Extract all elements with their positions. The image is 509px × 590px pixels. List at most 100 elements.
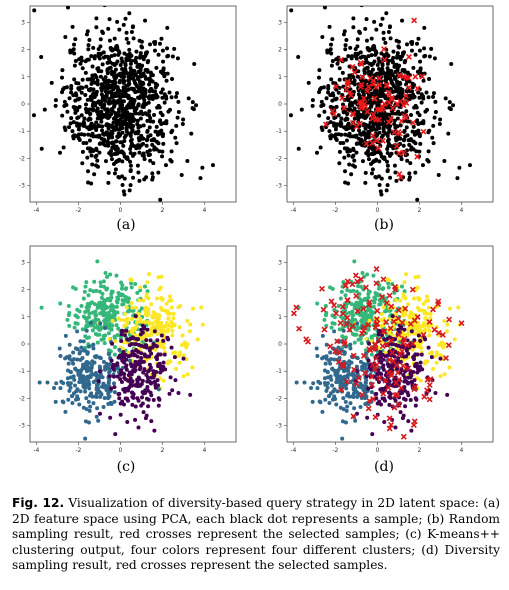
samples-point bbox=[128, 183, 133, 188]
samples-point bbox=[354, 133, 359, 138]
samples-point bbox=[127, 117, 132, 122]
cluster-4-point bbox=[374, 391, 379, 396]
cluster-1-point bbox=[361, 314, 366, 319]
cluster-3-point bbox=[358, 405, 363, 410]
samples-point bbox=[73, 98, 78, 103]
x-tick-label: 0 bbox=[118, 207, 122, 214]
samples-point bbox=[75, 106, 80, 111]
samples-point bbox=[134, 55, 139, 60]
samples-point bbox=[125, 110, 130, 115]
samples-point bbox=[169, 130, 174, 135]
cluster-3-point bbox=[71, 361, 76, 366]
cluster-4-point bbox=[130, 383, 135, 388]
y-tick-label: 1 bbox=[21, 74, 25, 81]
samples-point bbox=[138, 74, 143, 79]
samples-point bbox=[337, 161, 342, 166]
cluster-4-point bbox=[156, 403, 161, 408]
cluster-2-point bbox=[178, 350, 183, 355]
samples-point bbox=[379, 113, 384, 118]
samples-point bbox=[123, 62, 128, 67]
cluster-3-point bbox=[83, 419, 88, 424]
cluster-3-point bbox=[67, 388, 72, 393]
samples-point bbox=[377, 59, 382, 64]
cluster-4-point bbox=[123, 386, 128, 391]
samples-point bbox=[94, 108, 99, 113]
cluster-1-point bbox=[110, 313, 115, 318]
samples-point bbox=[80, 149, 85, 154]
samples-point bbox=[369, 36, 374, 41]
cluster-2-point bbox=[134, 324, 139, 329]
samples-point bbox=[109, 157, 114, 162]
cluster-2-point bbox=[439, 353, 444, 358]
cluster-1-point bbox=[383, 309, 388, 314]
selected-cross bbox=[360, 352, 367, 359]
samples-point bbox=[155, 132, 160, 137]
samples-point bbox=[338, 141, 343, 146]
cluster-4-point bbox=[124, 357, 129, 362]
cluster-2-point bbox=[164, 301, 169, 306]
selected-cross bbox=[349, 281, 356, 288]
selected-cross bbox=[375, 336, 382, 343]
cluster-2-point bbox=[171, 311, 176, 316]
selected-cross bbox=[370, 111, 377, 118]
samples-point bbox=[120, 66, 125, 71]
cluster-3-point bbox=[78, 389, 83, 394]
cluster-1-point bbox=[352, 259, 357, 264]
selected-cross bbox=[373, 266, 380, 272]
cluster-2-point bbox=[142, 320, 147, 325]
cluster-1-point bbox=[357, 291, 362, 296]
cluster-1-point bbox=[93, 325, 98, 330]
cluster-1-point bbox=[108, 304, 113, 309]
cluster-3-point bbox=[86, 365, 91, 370]
cluster-3-point bbox=[66, 397, 71, 402]
samples-point bbox=[122, 192, 127, 197]
cluster-4-point bbox=[139, 355, 144, 360]
samples-point bbox=[412, 132, 417, 137]
cluster-2-point bbox=[170, 328, 175, 333]
selected-cross bbox=[342, 282, 349, 289]
cluster-4-point bbox=[366, 386, 371, 391]
cluster-2-point bbox=[452, 337, 457, 342]
cluster-4-point bbox=[112, 385, 117, 390]
samples-point bbox=[113, 84, 118, 89]
cluster-3-point bbox=[106, 351, 111, 356]
samples-point bbox=[377, 66, 382, 71]
samples-point bbox=[363, 180, 368, 185]
samples-point bbox=[122, 135, 127, 140]
samples-point bbox=[306, 80, 311, 85]
cluster-4-point bbox=[121, 349, 126, 354]
cluster-2-point bbox=[156, 312, 161, 317]
cluster-3-point bbox=[355, 356, 360, 361]
samples-point bbox=[68, 121, 73, 126]
cluster-2-point bbox=[191, 306, 196, 311]
cluster-3-point bbox=[83, 436, 88, 441]
cluster-2-point bbox=[424, 298, 429, 303]
cluster-3-point bbox=[85, 349, 90, 354]
cluster-1-point bbox=[143, 284, 148, 289]
cluster-2-point bbox=[122, 323, 127, 328]
cluster-3-point bbox=[68, 375, 73, 380]
samples-point bbox=[330, 37, 335, 42]
selected-cross bbox=[365, 83, 372, 90]
selected-cross bbox=[344, 314, 351, 321]
samples-point bbox=[60, 87, 65, 92]
selected-cross bbox=[388, 337, 395, 344]
cluster-2-point bbox=[187, 329, 192, 334]
samples-point bbox=[89, 76, 94, 81]
cluster-2-point bbox=[379, 323, 384, 328]
cluster-4-point bbox=[418, 338, 423, 343]
samples-point bbox=[175, 115, 180, 120]
samples-point bbox=[148, 133, 153, 138]
cluster-2-point bbox=[159, 274, 164, 279]
selected-cross bbox=[384, 341, 390, 348]
cluster-1-point bbox=[340, 315, 345, 320]
samples-point bbox=[343, 132, 348, 137]
cluster-4-point bbox=[136, 425, 141, 430]
selected-cross bbox=[393, 143, 400, 150]
samples-point bbox=[368, 120, 373, 125]
samples-point bbox=[147, 125, 152, 130]
samples-point bbox=[131, 76, 136, 81]
points-a bbox=[31, 6, 215, 202]
cluster-3-point bbox=[329, 377, 334, 382]
cluster-3-point bbox=[355, 321, 360, 326]
